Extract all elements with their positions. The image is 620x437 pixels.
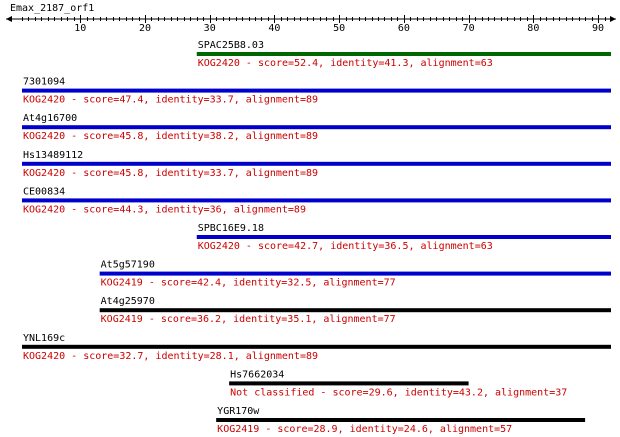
hit-id: At4g25970 <box>101 296 155 307</box>
hit-annotation: KOG2419 - score=28.9, identity=24.6, ali… <box>217 424 512 435</box>
sequence-axis: 10 20 30 40 50 60 70 80 90 <box>6 15 616 34</box>
hit-row: At5g57190 KOG2419 - score=42.4, identity=… <box>99 260 612 289</box>
hit-row: At4g25970 KOG2419 - score=36.2, identity=… <box>99 296 612 325</box>
hit-annotation: KOG2420 - score=42.7, identity=36.5, ali… <box>198 241 493 252</box>
hit-row: YGR170w KOG2419 - score=28.9, identity=24… <box>216 406 586 435</box>
hit-id: 7301094 <box>23 77 65 88</box>
hit-bar[interactable] <box>196 235 611 239</box>
hit-id: At5g57190 <box>101 260 155 271</box>
query-name: Emax_2187_orf1 <box>10 3 94 14</box>
hit-id: Hs13489112 <box>23 150 83 161</box>
hit-bar[interactable] <box>216 418 586 422</box>
axis-tick-label: 20 <box>139 23 151 34</box>
axis-tick-label: 70 <box>463 23 475 34</box>
hit-annotation: KOG2419 - score=36.2, identity=35.1, ali… <box>101 314 396 325</box>
hit-row: SPAC25B8.03 KOG2420 - score=52.4, identit… <box>196 40 611 69</box>
hit-bar[interactable] <box>22 125 611 130</box>
hit-row: At4g16700 KOG2420 - score=45.8, identity=… <box>22 113 611 142</box>
hit-id: SPAC25B8.03 <box>198 40 264 51</box>
hit-bar[interactable] <box>99 308 612 313</box>
hit-annotation: KOG2420 - score=32.7, identity=28.1, ali… <box>23 351 318 362</box>
hit-annotation: KOG2420 - score=52.4, identity=41.3, ali… <box>198 58 493 69</box>
axis-tick-label: 10 <box>74 23 86 34</box>
axis-tick-label: 80 <box>527 23 539 34</box>
hit-row: Hs7662034 Not classified - score=29.6, id… <box>229 369 567 398</box>
hit-bar[interactable] <box>22 88 611 93</box>
hit-row: SPBC16E9.18 KOG2420 - score=42.7, identit… <box>196 223 611 252</box>
hit-row: 7301094 KOG2420 - score=47.4, identity=33… <box>22 77 611 106</box>
hit-id: YNL169c <box>23 333 65 344</box>
hit-annotation: KOG2420 - score=44.3, identity=36, align… <box>23 204 306 215</box>
axis-tick-label: 90 <box>592 23 604 34</box>
hit-annotation: KOG2420 - score=45.8, identity=33.7, ali… <box>23 168 318 179</box>
hit-id: SPBC16E9.18 <box>198 223 264 234</box>
hit-bar[interactable] <box>22 344 611 349</box>
hit-bar[interactable] <box>229 381 469 386</box>
axis-left-arrow-icon <box>6 16 12 22</box>
hit-id: Hs7662034 <box>230 369 284 380</box>
hit-annotation: KOG2420 - score=45.8, identity=38.2, ali… <box>23 131 318 142</box>
hit-id: At4g16700 <box>23 113 77 124</box>
hit-id: YGR170w <box>217 406 260 417</box>
hit-list: SPAC25B8.03 KOG2420 - score=52.4, identit… <box>22 40 612 435</box>
hit-bar[interactable] <box>99 271 612 276</box>
hit-bar[interactable] <box>22 161 611 166</box>
axis-tick-label: 60 <box>398 23 410 34</box>
hit-row: CE00834 KOG2420 - score=44.3, identity=36… <box>22 186 611 215</box>
hit-bar[interactable] <box>22 198 611 203</box>
hit-annotation: KOG2419 - score=42.4, identity=32.5, ali… <box>101 278 396 289</box>
axis-right-arrow-icon <box>610 16 616 22</box>
hit-row: YNL169c KOG2420 - score=32.7, identity=28… <box>22 333 611 362</box>
hit-annotation: Not classified - score=29.6, identity=43… <box>230 387 567 398</box>
axis-tick-label: 40 <box>268 23 280 34</box>
hit-annotation: KOG2420 - score=47.4, identity=33.7, ali… <box>23 95 318 106</box>
hit-row: Hs13489112 KOG2420 - score=45.8, identity… <box>22 150 611 179</box>
hit-id: CE00834 <box>23 186 65 197</box>
axis-tick-label: 30 <box>204 23 216 34</box>
hit-bar[interactable] <box>196 52 611 56</box>
axis-tick-label: 50 <box>333 23 345 34</box>
